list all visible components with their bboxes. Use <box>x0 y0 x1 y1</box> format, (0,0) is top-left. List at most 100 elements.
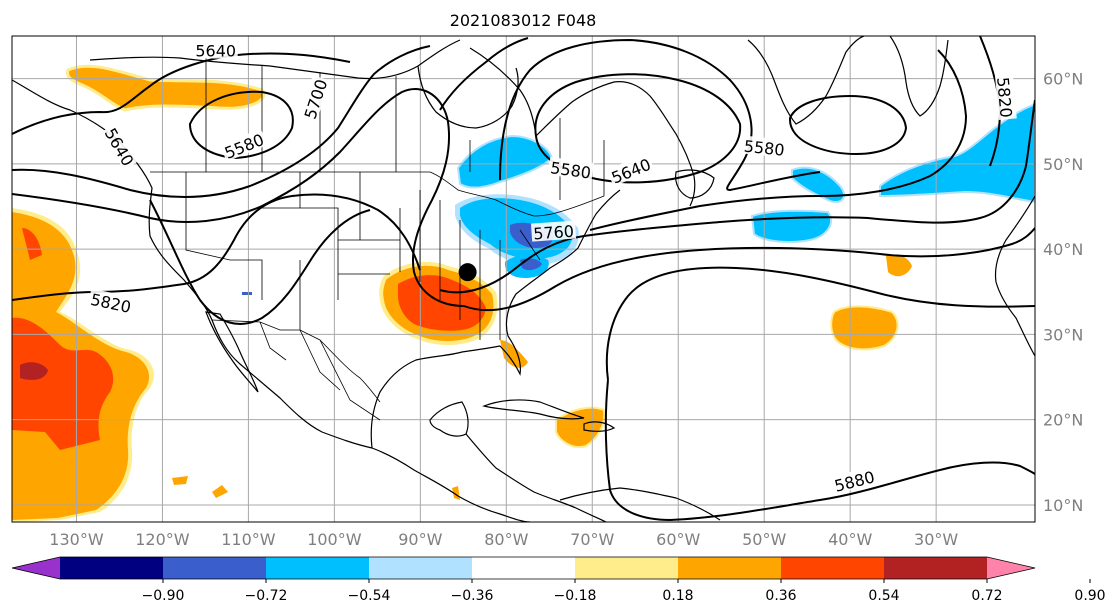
contour-label: 5640 <box>193 40 238 60</box>
contour-5580-atlantic <box>788 94 908 156</box>
contour-5820-loop <box>149 199 371 325</box>
contour-label-bg <box>995 74 1017 121</box>
lon-tick-label: 70°W <box>570 530 614 549</box>
shade-atlantic-orange-small <box>886 254 912 277</box>
contour-5880 <box>604 266 1035 522</box>
lon-tick-label: 60°W <box>656 530 700 549</box>
lat-tick-label: 20°N <box>1043 411 1083 430</box>
lat-tick-label: 10°N <box>1043 496 1083 515</box>
shade-florida-orange <box>500 340 528 368</box>
colorbar-segment <box>369 557 473 579</box>
colorbar-tick-label: 0.90 <box>1074 588 1105 604</box>
contour-pacific-low <box>188 90 294 160</box>
colorbar-tick-labels: −0.90 −0.72 −0.54 −0.36 −0.18 0.18 0.36 0.54 0.7… <box>142 579 1105 604</box>
border-canada-provinces <box>205 58 605 200</box>
height-contours <box>12 36 1035 522</box>
colorbar-segment <box>60 557 164 579</box>
contour-label-bg <box>830 466 878 495</box>
political-borders <box>150 58 605 421</box>
contour-label-bg <box>101 122 140 170</box>
colorbar-extend-low <box>12 557 60 579</box>
shade-small-1 <box>172 476 188 485</box>
shade-pacific-red-small <box>22 228 42 260</box>
colorbar-outline <box>11 556 1036 580</box>
lon-tick-label: 90°W <box>398 530 442 549</box>
shade-atlantic-blue-2 <box>791 166 846 204</box>
colorbar-tick-label: −0.18 <box>554 588 597 604</box>
coastline-gulf <box>370 189 621 449</box>
contour-label-bg <box>741 135 788 158</box>
colorbar-tick-label: −0.36 <box>451 588 494 604</box>
contour-label: 5760 <box>530 220 577 244</box>
coastline-west-africa <box>994 195 1035 357</box>
shade-pacific-darkred <box>20 362 48 380</box>
lon-tick-label: 100°W <box>307 530 362 549</box>
contour-label-text: 5640 <box>195 41 236 60</box>
contour-5700-east <box>439 37 968 231</box>
border-states <box>185 172 541 340</box>
contour-5820-east <box>463 227 1035 312</box>
contour-5640-west <box>12 52 351 135</box>
lat-tick-label: 30°N <box>1043 325 1083 344</box>
shade-canada-orange <box>66 64 266 112</box>
contour-label-text: 5760 <box>533 222 575 244</box>
coastline-central-america <box>465 433 607 522</box>
coastline-hispaniola <box>583 421 616 432</box>
coastlines <box>12 36 1035 522</box>
lon-tick-label: 80°W <box>484 530 528 549</box>
contour-labels: 5640570055805640582055805760564055805820… <box>87 40 1017 496</box>
colorbar-tick-label: 0.72 <box>971 588 1002 604</box>
contour-label-bg <box>530 220 577 242</box>
contour-label-bg <box>87 288 135 316</box>
colorbar-segment <box>884 557 988 579</box>
longitude-tick-labels: 130°W 120°W 110°W 100°W 90°W 80°W 70°W 60°W 50°W… <box>49 530 958 549</box>
lon-tick-label: 130°W <box>49 530 104 549</box>
gridlines <box>12 36 1035 522</box>
colorbar-tick-label: 0.36 <box>765 588 796 604</box>
lat-tick-label: 40°N <box>1043 240 1083 259</box>
coastline-baja <box>205 311 259 393</box>
coastline-south-america <box>559 487 721 521</box>
lon-tick-label: 30°W <box>914 530 958 549</box>
colorbar-tick-label: −0.90 <box>142 588 185 604</box>
contour-label-text: 5580 <box>743 137 785 160</box>
colorbar-tick-label: 0.18 <box>662 588 693 604</box>
lat-tick-label: 50°N <box>1043 155 1083 174</box>
lon-tick-label: 120°W <box>135 530 190 549</box>
lon-tick-label: 40°W <box>828 530 872 549</box>
shade-pacific-red <box>12 317 114 450</box>
contour-5760-east <box>439 99 1035 294</box>
colorbar-tick-label: −0.54 <box>348 588 391 604</box>
map-frame <box>11 35 1036 523</box>
contour-label-bg <box>219 128 268 162</box>
map-background <box>12 36 1035 522</box>
coastline-newfoundland <box>675 169 715 199</box>
border-mexico-states <box>259 321 381 421</box>
contour-label-bg <box>547 156 594 181</box>
contour-label: 5820 <box>993 74 1017 121</box>
colorbar-segment <box>781 557 885 579</box>
figure-title: 2021083012 F048 <box>450 11 597 30</box>
colorbar-segment <box>163 557 267 579</box>
colorbar-tick-label: 0.54 <box>868 588 899 604</box>
contour-label-bg <box>299 75 330 123</box>
colorbar-segment <box>472 557 576 579</box>
map-area: 5640570055805640582055805760564055805820… <box>12 36 1035 522</box>
colorbar-segment <box>678 557 782 579</box>
lon-tick-label: 50°W <box>742 530 786 549</box>
border-us-canada <box>150 171 605 217</box>
colorbar-segment <box>266 557 370 579</box>
colorbar-segment <box>575 557 679 579</box>
latitude-tick-labels: 60°N 50°N 40°N 30°N 20°N 10°N <box>1043 70 1083 515</box>
lon-tick-label: 110°W <box>221 530 276 549</box>
shade-atlantic-blue-3 <box>879 102 1035 204</box>
lat-tick-label: 60°N <box>1043 70 1083 89</box>
shade-small-blue <box>242 292 252 295</box>
contour-label-bg <box>606 153 655 187</box>
shade-atlantic-orange <box>830 305 899 351</box>
contour-label-text: 5820 <box>993 76 1015 118</box>
location-marker <box>458 263 477 282</box>
colorbar <box>11 556 1036 580</box>
contour-label-bg <box>193 40 238 59</box>
